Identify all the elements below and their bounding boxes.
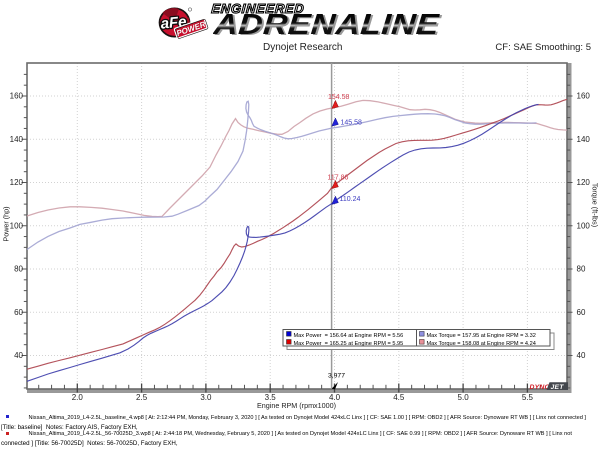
svg-text:Max Power = 156.64 at Engine: Max Power = 156.64 at Engine RPM = 5.56	[294, 333, 404, 339]
svg-text:Power (hp): Power (hp)	[2, 206, 11, 241]
svg-text:5.5: 5.5	[522, 393, 534, 402]
svg-text:Max Torque = 157.95 at Engine: Max Torque = 157.95 at Engine RPM = 3.32	[427, 333, 536, 339]
svg-text:Torque (ft-lbs): Torque (ft-lbs)	[591, 183, 600, 227]
svg-text:2.5: 2.5	[136, 393, 148, 402]
svg-text:3.5: 3.5	[265, 393, 277, 402]
svg-text:60: 60	[14, 308, 23, 317]
svg-text:JET: JET	[551, 384, 565, 391]
svg-text:120: 120	[577, 178, 591, 187]
svg-text:110.24: 110.24	[340, 196, 361, 203]
svg-text:3,977: 3,977	[328, 373, 345, 380]
svg-text:Max Torque = 158.08 at Engine: Max Torque = 158.08 at Engine RPM = 4.24	[427, 341, 536, 347]
svg-text:4.0: 4.0	[329, 393, 341, 402]
svg-text:80: 80	[577, 265, 586, 274]
svg-text:140: 140	[577, 135, 591, 144]
svg-text:145.58: 145.58	[341, 119, 363, 126]
svg-text:DYNO: DYNO	[530, 384, 551, 391]
svg-text:Engine RPM (rpmx1000): Engine RPM (rpmx1000)	[257, 401, 336, 410]
svg-text:5.0: 5.0	[458, 393, 470, 402]
svg-text:40: 40	[14, 351, 23, 360]
svg-text:60: 60	[577, 308, 586, 317]
svg-text:100: 100	[577, 221, 591, 230]
svg-text:160: 160	[577, 92, 591, 101]
svg-text:40: 40	[577, 351, 586, 360]
svg-text:4.5: 4.5	[393, 393, 405, 402]
svg-text:120: 120	[10, 178, 24, 187]
svg-text:160: 160	[10, 92, 24, 101]
svg-text:154.58: 154.58	[328, 94, 350, 101]
svg-text:2.0: 2.0	[72, 393, 84, 402]
svg-text:140: 140	[10, 135, 24, 144]
svg-text:100: 100	[10, 221, 24, 230]
svg-text:3.0: 3.0	[200, 393, 212, 402]
svg-text:80: 80	[14, 265, 23, 274]
svg-text:117.86: 117.86	[328, 174, 349, 181]
svg-text:Max Power = 165.25 at Engine: Max Power = 165.25 at Engine RPM = 5.95	[294, 341, 404, 347]
